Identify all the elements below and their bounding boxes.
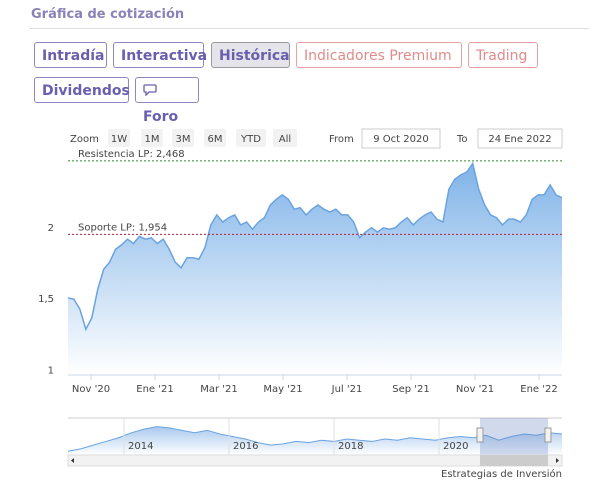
zoom-button[interactable] (141, 129, 163, 147)
area (68, 163, 562, 375)
zoom-button-label: 6M (208, 134, 223, 145)
tab-label: Foro (143, 109, 179, 125)
from-value: 9 Oct 2020 (373, 134, 428, 145)
zoom-button-label: 3M (176, 134, 191, 145)
x-tick-label: Sep '21 (392, 384, 430, 395)
from-input[interactable] (361, 128, 441, 149)
tab[interactable]: Foro (135, 77, 199, 125)
to-label: To (456, 134, 468, 145)
nav-tick-label: 2020 (443, 441, 468, 452)
tab-label: Dividendos (42, 83, 130, 99)
nav-tick-label: 2014 (128, 441, 153, 452)
credit: Estrategias de Inversión (441, 468, 562, 480)
nav-tick-label: 2016 (233, 441, 258, 452)
to-input[interactable] (477, 128, 563, 149)
tab-label: Trading (476, 48, 528, 64)
zoom-button-label: 1W (111, 134, 127, 145)
x-tick-label: Ene '22 (520, 384, 557, 395)
tab[interactable]: Trading (468, 42, 538, 68)
scrollbar-track (67, 454, 563, 467)
y-tick-label: 1,5 (38, 294, 54, 305)
tab[interactable]: Dividendos (34, 77, 130, 103)
x-tick-label: Ene '21 (136, 384, 173, 395)
tab-label: Interactiva (121, 48, 208, 64)
x-tick-label: May '21 (263, 384, 302, 395)
tab-label: Histórica (219, 48, 290, 64)
zoom-button[interactable] (273, 129, 297, 147)
zoom-button[interactable] (204, 129, 226, 147)
zoom-button[interactable] (108, 129, 130, 147)
tab[interactable]: Indicadores Premium (296, 42, 462, 68)
tab-label: Intradía (42, 48, 105, 64)
x-tick-label: Nov '21 (456, 384, 494, 395)
chat-icon (143, 84, 157, 97)
y-tick-label: 2 (48, 223, 54, 234)
to-value: 24 Ene 2022 (488, 134, 551, 145)
scrollbar-thumb[interactable] (480, 455, 548, 466)
nav-handle[interactable] (476, 427, 484, 443)
tab[interactable]: Intradía (34, 42, 107, 68)
zoom-button-label: 1M (145, 134, 160, 145)
x-tick-label: Mar '21 (200, 384, 238, 395)
page-title: Gráfica de cotización (31, 7, 185, 22)
nav-tick-label: 2018 (338, 441, 363, 452)
x-tick-label: Nov '20 (72, 384, 110, 395)
zoom-label: Zoom (70, 134, 99, 145)
line (67, 161, 563, 332)
level-label: Soporte LP: 1,954 (78, 222, 167, 233)
scroll-right (556, 458, 559, 463)
nav-handle[interactable] (544, 427, 552, 443)
zoom-button[interactable] (172, 129, 194, 147)
zoom-button-label: YTD (240, 134, 261, 145)
tab[interactable]: Histórica (211, 42, 290, 68)
y-tick-label: 1 (48, 366, 54, 377)
nav-selection (480, 418, 548, 455)
zoom-button[interactable] (236, 129, 266, 147)
x-tick-label: Jul '21 (331, 384, 363, 395)
scroll-left (71, 458, 74, 463)
divider (30, 28, 589, 29)
from-label: From (329, 134, 354, 145)
zoom-button-label: All (279, 134, 291, 145)
tab-label: Indicadores Premium (304, 48, 452, 64)
level-label: Resistencia LP: 2,468 (78, 149, 185, 160)
tab[interactable]: Interactiva (113, 42, 208, 68)
